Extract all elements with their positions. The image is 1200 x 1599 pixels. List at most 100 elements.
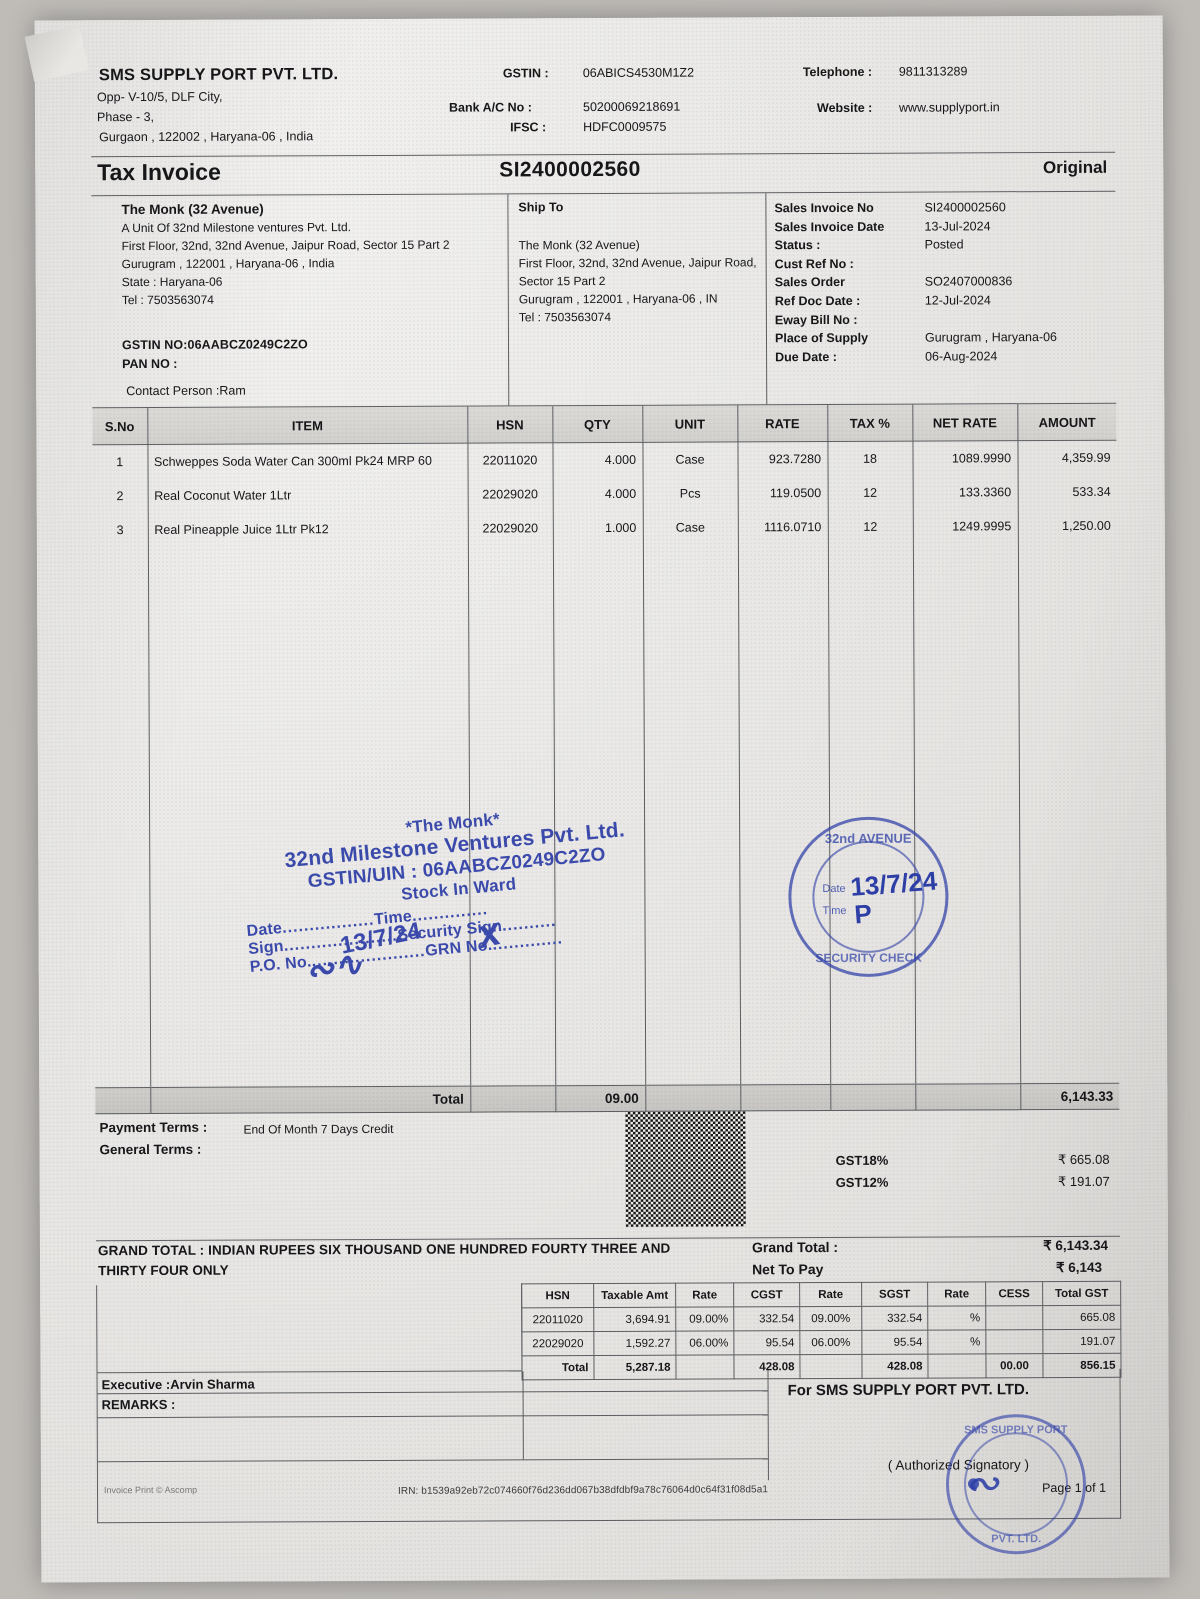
line-items-header-row: S.No ITEM HSN QTY UNIT RATE TAX % NET RATE AMOUN… — [92, 403, 1117, 445]
items-total-amount: 6,143.33 — [1020, 1083, 1120, 1110]
row-net-rate: 1089.9990 — [912, 440, 1018, 476]
gst-table-row: 22011020 3,694.91 09.00% 332.54 09.00% 332.54… — [521, 1305, 1121, 1332]
bill-to-contact-person: Contact Person :Ram — [126, 383, 246, 399]
invoice-meta-row: Status : Posted — [775, 235, 1057, 255]
gst-column-header: HSN — [521, 1283, 594, 1308]
row-amount: 1,250.00 — [1062, 518, 1111, 533]
gst-row-rate-cgst: 06.00% — [675, 1330, 734, 1356]
gst-column-header: Rate — [799, 1282, 862, 1307]
telephone-label: Telephone : — [802, 64, 873, 80]
invoice-meta-value — [915, 310, 1057, 329]
invoice-meta-value: SO2407000836 — [924, 274, 1013, 289]
bill-to-state: State : Haryana-06 — [121, 274, 223, 290]
gst-column-header: SGST — [861, 1282, 928, 1307]
footer-vertical-rule-1 — [522, 1371, 524, 1460]
remarks-label: REMARKS : — [101, 1396, 176, 1413]
gst-row-cess — [985, 1305, 1043, 1330]
executive-name: Executive :Arvin Sharma — [101, 1376, 255, 1393]
gst-column-header: Total GST — [1042, 1281, 1121, 1306]
row-hsn: 22029020 — [467, 511, 553, 546]
row-unit: Case — [642, 441, 738, 477]
invoice-meta-block: Sales Invoice No SI2400002560 Sales Invoic… — [766, 192, 1116, 405]
invoice-title-band: Tax Invoice SI2400002560 Original — [91, 152, 1116, 197]
document-footer: Executive :Arvin Sharma REMARKS : For SM… — [96, 1368, 1122, 1524]
net-to-pay-label: Net To Pay — [752, 1261, 824, 1278]
ifsc-value: HDFC0009575 — [583, 119, 667, 135]
ship-to-tel: Tel : 7503563074 — [518, 309, 612, 325]
table-row: 1 Schweppes Soda Water Can 300ml Pk24 MRP… — [92, 440, 1116, 480]
invoice-meta-row: Ref Doc Date : 12-Jul-2024 — [775, 291, 1057, 311]
table-row: 2 Real Coconut Water 1Ltr 22029020 4.000 Pcs… — [92, 475, 1117, 514]
gst-column-header: Rate — [675, 1282, 734, 1308]
document-header: SMS SUPPLY PORT PVT. LTD. Opp- V-10/5, D… — [90, 57, 1116, 158]
invoice-meta-key: Eway Bill No : — [774, 312, 858, 327]
payment-terms-label: Payment Terms : — [99, 1119, 208, 1136]
company-gstin-value: 06ABICS4530M1Z2 — [582, 65, 695, 81]
column-header: AMOUNT — [1017, 403, 1117, 441]
row-serial: 1 — [92, 444, 148, 480]
invoice-meta-row: Due Date : 06-Aug-2024 — [775, 347, 1057, 367]
company-gstin-label: GSTIN : — [502, 66, 549, 81]
gst18-label: GST18% — [835, 1152, 889, 1168]
gst12-label: GST12% — [835, 1174, 889, 1190]
for-company-label: For SMS SUPPLY PORT PVT. LTD. — [787, 1381, 1030, 1400]
invoice-meta-value: Posted — [924, 237, 964, 252]
invoice-document: SMS SUPPLY PORT PVT. LTD. Opp- V-10/5, D… — [90, 57, 1122, 1552]
gst-row-cgst: 332.54 — [733, 1306, 800, 1331]
column-header: ITEM — [147, 406, 468, 445]
column-header: HSN — [467, 406, 553, 444]
row-qty: 4.000 — [552, 476, 643, 512]
line-items-table: S.No ITEM HSN QTY UNIT RATE TAX % NET RATE AMOUN… — [92, 403, 1120, 1114]
gst-row-total: 665.08 — [1042, 1305, 1121, 1330]
row-amount: 4,359.99 — [1061, 450, 1111, 465]
gst-row-taxable: 1,592.27 — [593, 1331, 676, 1356]
column-header: NET RATE — [912, 404, 1018, 442]
row-tax-percent: 12 — [827, 475, 913, 511]
grand-total-value: ₹ 6,143.34 — [1043, 1237, 1108, 1254]
gst-row-rate-cess: % — [927, 1329, 986, 1355]
invoice-meta-row: Eway Bill No : — [775, 310, 1057, 330]
row-unit: Case — [642, 510, 738, 545]
gst-summary-header-row: HSN Taxable Amt Rate CGST Rate SGST Rate CESS To… — [521, 1281, 1121, 1308]
company-name: SMS SUPPLY PORT PVT. LTD. — [98, 65, 339, 85]
row-item-name: Real Pineapple Juice 1Ltr Pk12 — [147, 511, 468, 547]
invoice-meta-row: Cust Ref No : — [775, 254, 1057, 274]
qr-code — [625, 1111, 746, 1227]
gst-column-header: CESS — [985, 1281, 1043, 1306]
invoice-meta-key: Sales Invoice Date — [774, 219, 885, 234]
amount-in-words-line-1: GRAND TOTAL : INDIAN RUPEES SIX THOUSAND… — [97, 1240, 671, 1259]
bank-account-value: 50200069218691 — [582, 99, 681, 115]
row-item-name: Real Coconut Water 1Ltr — [147, 477, 468, 513]
ship-to-line-1: First Floor, 32nd, 32nd Avenue, Jaipur R… — [518, 255, 757, 271]
gst-table-row: 22029020 1,592.27 06.00% 95.54 06.00% 95.54% 1… — [521, 1329, 1121, 1356]
invoice-meta-value: SI2400002560 — [924, 200, 1006, 215]
terms-section: Payment Terms : End Of Month 7 Days Cred… — [95, 1109, 1120, 1242]
gst-column-header: Rate — [927, 1281, 986, 1307]
footer-divider-3 — [97, 1458, 768, 1463]
line-items-blank-area — [92, 543, 1119, 1088]
website-label: Website : — [816, 100, 873, 116]
gst-column-header: Taxable Amt — [593, 1283, 676, 1308]
row-serial: 2 — [92, 478, 148, 514]
bill-to-pan: PAN NO : — [122, 356, 178, 372]
page-number: Page 1 of 1 — [1042, 1480, 1107, 1496]
invoice-meta-value: 06-Aug-2024 — [925, 349, 998, 364]
items-total-label: Total — [150, 1086, 471, 1114]
row-amount: 533.34 — [1072, 484, 1111, 499]
ship-to-block: Ship To The Monk (32 Avenue) First Floor… — [508, 193, 768, 406]
ship-to-line-2: Sector 15 Part 2 — [518, 273, 606, 289]
footer-divider-2 — [97, 1414, 768, 1419]
grand-total-section: GRAND TOTAL : INDIAN RUPEES SIX THOUSAND… — [96, 1237, 1120, 1285]
row-serial: 3 — [92, 512, 148, 548]
invoice-meta-key: Sales Invoice No — [774, 200, 874, 216]
company-address-line-1: Opp- V-10/5, DLF City, — [96, 89, 223, 105]
row-net-rate: 133.3360 — [912, 475, 1018, 510]
row-tax-percent: 18 — [827, 441, 913, 477]
gst-row-cgst: 95.54 — [733, 1330, 800, 1355]
row-rate: 1116.0710 — [737, 510, 828, 545]
scanned-paper-sheet: SMS SUPPLY PORT PVT. LTD. Opp- V-10/5, D… — [34, 15, 1170, 1583]
website-value: www.supplyport.in — [898, 100, 1000, 115]
row-net-rate: 1249.9995 — [912, 509, 1018, 544]
column-header: TAX % — [827, 404, 913, 442]
row-rate: 923.7280 — [737, 441, 828, 477]
